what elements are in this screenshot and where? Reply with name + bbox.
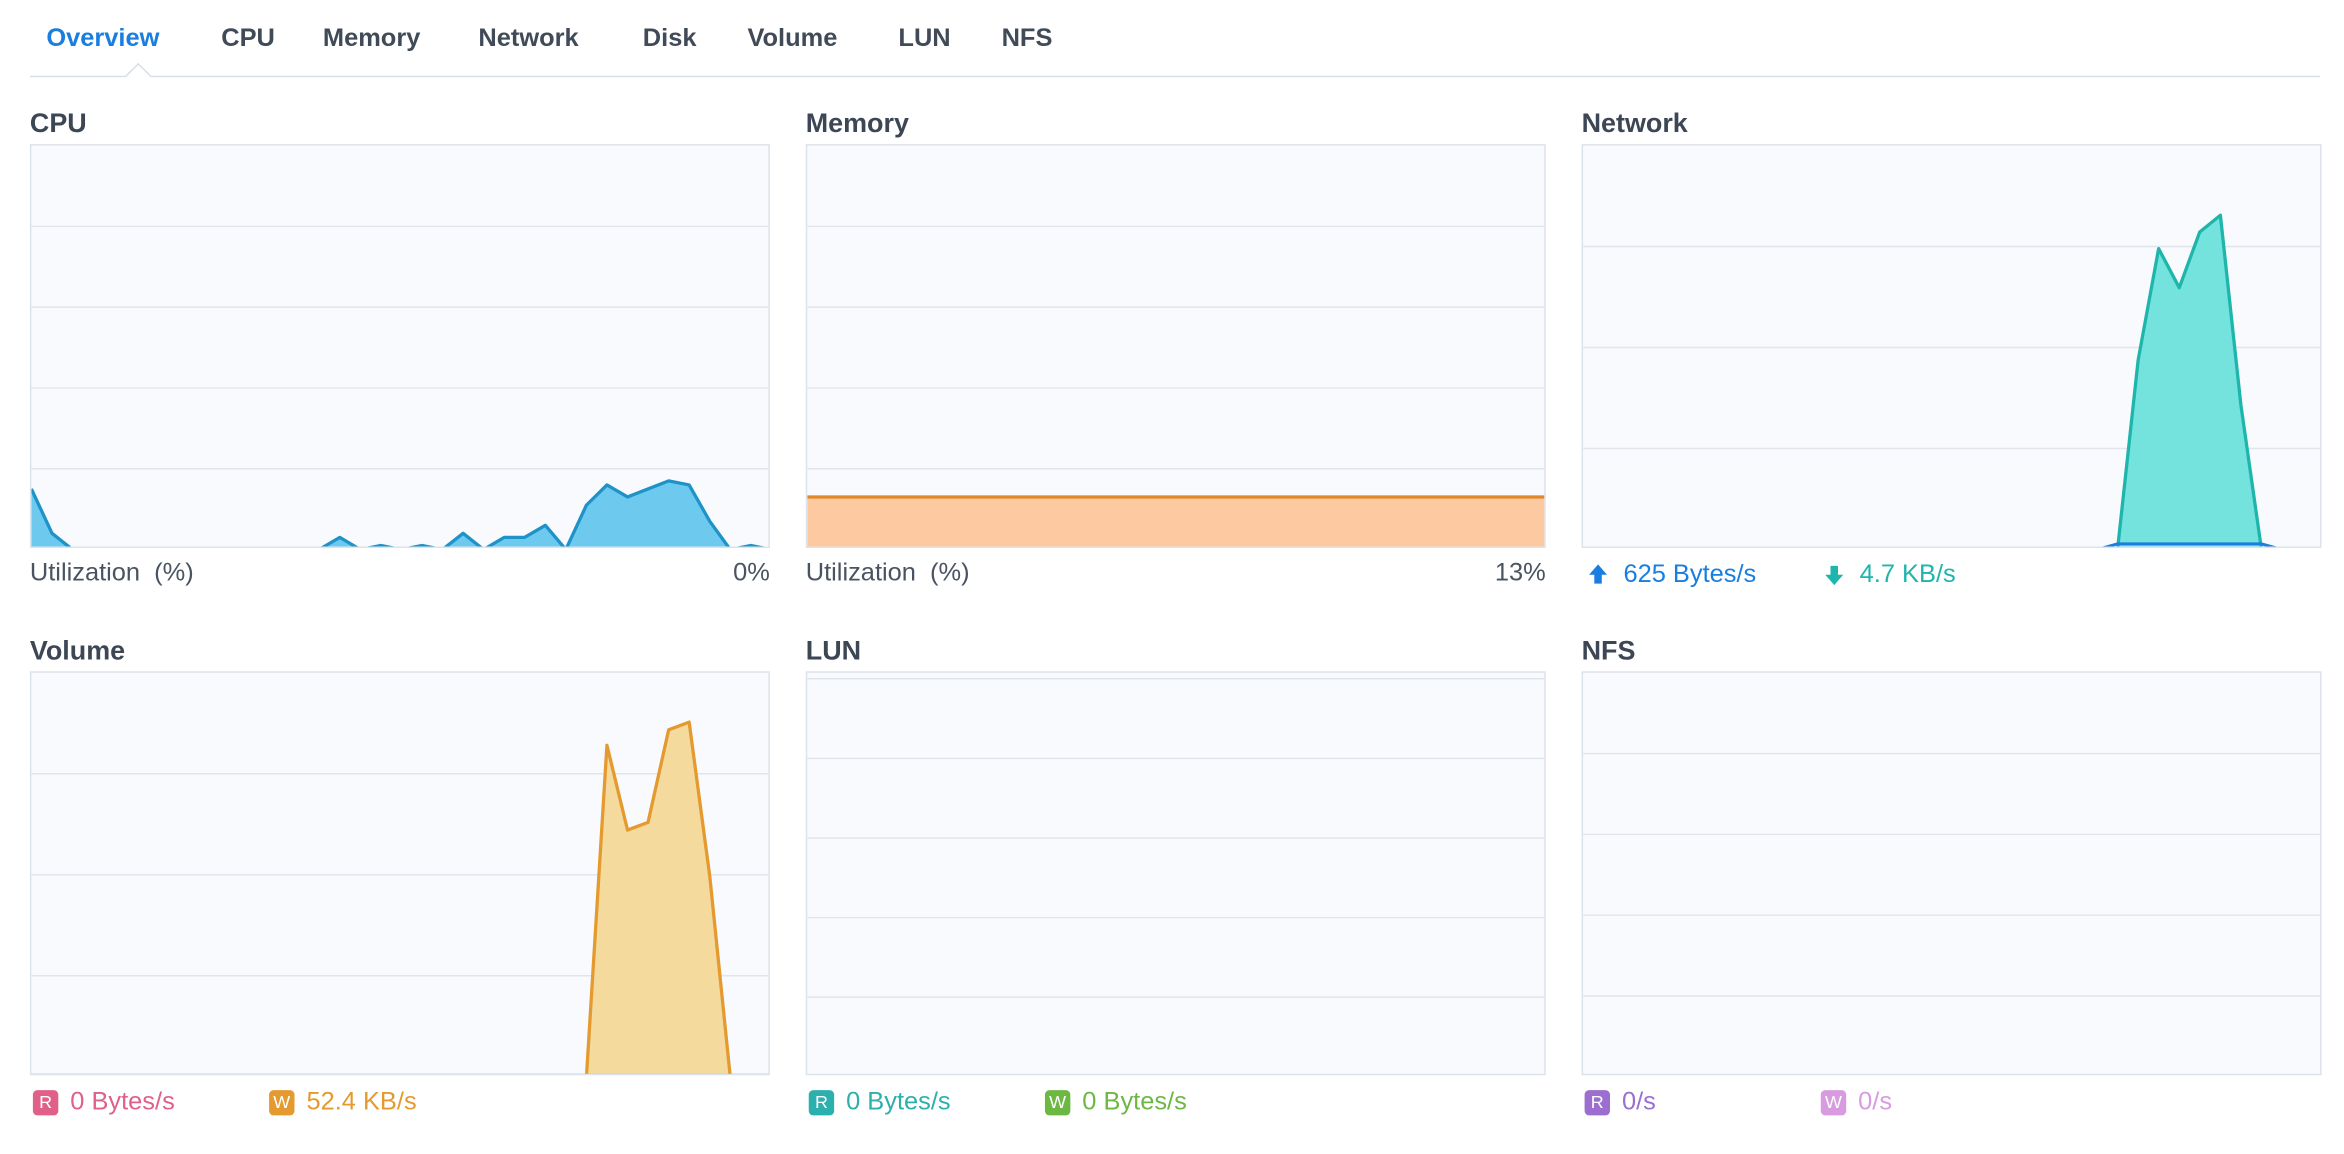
lun-read-legend: R 0 Bytes/s — [808, 1087, 951, 1117]
cpu-series-line — [31, 479, 765, 547]
read-badge: R — [808, 1089, 835, 1115]
network-footer: 625 Bytes/s 4.7 KB/s — [1582, 558, 2322, 594]
cpu-title: CPU — [29, 108, 87, 139]
network-chart-svg — [1583, 213, 2321, 547]
network-download-series-line — [2116, 213, 2263, 547]
tab-network[interactable]: Network — [478, 23, 579, 52]
volume-write-series-line — [584, 720, 732, 1074]
memory-series-area — [807, 496, 1545, 547]
tab-memory[interactable]: Memory — [322, 23, 421, 52]
volume-chart[interactable] — [29, 671, 770, 1076]
tab-volume[interactable]: Volume — [747, 23, 838, 52]
network-download-series-area — [2117, 215, 2262, 547]
read-badge: R — [1584, 1089, 1611, 1115]
nfs-chart-svg — [1583, 752, 2321, 997]
download-arrow-icon — [1825, 565, 1844, 586]
tab-cpu[interactable]: CPU — [221, 23, 275, 52]
nfs-write-value: 0/s — [1858, 1087, 1893, 1116]
volume-title: Volume — [29, 635, 126, 666]
network-chart[interactable] — [1581, 144, 2322, 549]
tab-lun[interactable]: LUN — [898, 23, 951, 52]
memory-chart[interactable] — [805, 144, 1546, 549]
cpu-footer: Utilization (%) 0% — [30, 558, 770, 594]
tab-disk[interactable]: Disk — [642, 23, 697, 52]
lun-chart[interactable] — [805, 671, 1546, 1076]
lun-title: LUN — [805, 635, 862, 666]
volume-footer: R 0 Bytes/s W 52.4 KB/s — [30, 1086, 770, 1122]
cpu-utilization-label: Utilization (%) — [29, 558, 194, 587]
nfs-write-legend: W 0/s — [1820, 1087, 1893, 1117]
memory-title: Memory — [805, 108, 909, 139]
memory-utilization-label: Utilization (%) — [805, 558, 970, 587]
write-badge: W — [269, 1089, 295, 1115]
volume-chart-svg — [31, 720, 769, 1074]
volume-read-legend: R 0 Bytes/s — [32, 1087, 175, 1117]
network-download-value: 4.7 KB/s — [1859, 559, 1956, 589]
nfs-chart[interactable] — [1581, 671, 2322, 1076]
volume-read-value: 0 Bytes/s — [70, 1087, 175, 1116]
lun-write-legend: W 0 Bytes/s — [1044, 1087, 1187, 1117]
nfs-read-value: 0/s — [1621, 1087, 1656, 1116]
network-upload-legend: 625 Bytes/s — [1588, 559, 1757, 590]
network-download-legend: 4.7 KB/s — [1824, 560, 1956, 590]
network-upload-value: 625 Bytes/s — [1623, 559, 1757, 589]
nfs-title: NFS — [1581, 635, 1636, 666]
memory-utilization-value: 13% — [1494, 558, 1546, 587]
tab-nfs[interactable]: NFS — [1001, 23, 1053, 52]
cpu-series-area — [31, 480, 757, 547]
active-tab-caret — [124, 62, 153, 91]
memory-footer: Utilization (%) 13% — [806, 558, 1546, 594]
cpu-chart-svg — [31, 225, 769, 547]
write-badge: W — [1044, 1089, 1071, 1115]
tab-bar: Overview CPU Memory Network Disk Volume … — [29, 0, 2321, 91]
lun-write-value: 0 Bytes/s — [1082, 1087, 1187, 1116]
volume-write-legend: W 52.4 KB/s — [269, 1087, 417, 1117]
nfs-footer: R 0/s W 0/s — [1582, 1086, 2322, 1122]
lun-chart-svg — [807, 677, 1545, 998]
read-badge: R — [32, 1089, 59, 1115]
lun-footer: R 0 Bytes/s W 0 Bytes/s — [806, 1086, 1546, 1122]
network-upload-series-line — [2102, 542, 2277, 547]
cpu-chart[interactable] — [29, 144, 770, 549]
lun-read-value: 0 Bytes/s — [846, 1087, 951, 1116]
write-badge: W — [1820, 1089, 1847, 1115]
memory-chart-svg — [807, 225, 1545, 547]
network-title: Network — [1581, 108, 1688, 139]
nfs-read-legend: R 0/s — [1584, 1087, 1656, 1117]
volume-write-value: 52.4 KB/s — [306, 1087, 417, 1116]
upload-arrow-icon — [1589, 564, 1608, 584]
tab-overview[interactable]: Overview — [46, 23, 160, 52]
cpu-utilization-value: 0% — [733, 558, 770, 587]
